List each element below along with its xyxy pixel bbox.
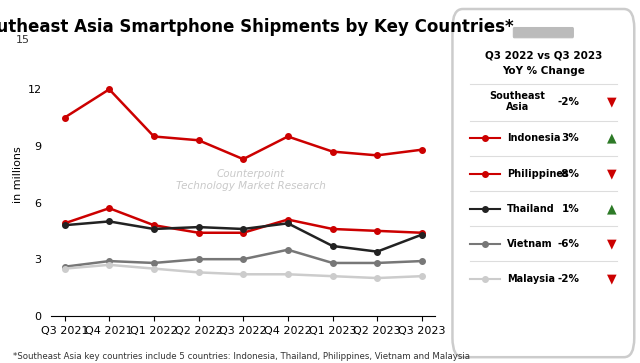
Text: ▲: ▲	[607, 202, 617, 215]
Text: ▼: ▼	[607, 272, 617, 285]
Text: ▼: ▼	[607, 237, 617, 250]
Text: -2%: -2%	[557, 97, 579, 107]
Text: 1%: 1%	[562, 204, 579, 214]
FancyBboxPatch shape	[452, 9, 634, 357]
Text: ▼: ▼	[607, 167, 617, 180]
Text: Q3 2022 vs Q3 2023: Q3 2022 vs Q3 2023	[484, 50, 602, 60]
Text: 3%: 3%	[562, 133, 579, 143]
Text: Southeast
Asia: Southeast Asia	[490, 91, 545, 113]
Text: Thailand: Thailand	[508, 204, 555, 214]
Text: *Southeast Asia key countries include 5 countries: Indonesia, Thailand, Philippi: *Southeast Asia key countries include 5 …	[13, 352, 470, 362]
Text: YoY % Change: YoY % Change	[502, 66, 585, 76]
Text: -6%: -6%	[557, 239, 579, 249]
Text: Vietnam: Vietnam	[508, 239, 553, 249]
Text: Indonesia: Indonesia	[508, 133, 561, 143]
Text: Southeast Asia Smartphone Shipments by Key Countries*: Southeast Asia Smartphone Shipments by K…	[0, 18, 513, 36]
Text: Philippines: Philippines	[508, 168, 569, 179]
FancyBboxPatch shape	[513, 28, 573, 38]
Text: Counterpoint
Technology Market Research: Counterpoint Technology Market Research	[176, 169, 326, 191]
Text: ▲: ▲	[607, 132, 617, 145]
Text: Malaysia: Malaysia	[508, 274, 556, 284]
Text: -2%: -2%	[557, 274, 579, 284]
Y-axis label: in millions: in millions	[13, 146, 23, 203]
Text: -8%: -8%	[557, 168, 579, 179]
Text: 15: 15	[16, 35, 30, 45]
Text: ▼: ▼	[607, 95, 617, 108]
